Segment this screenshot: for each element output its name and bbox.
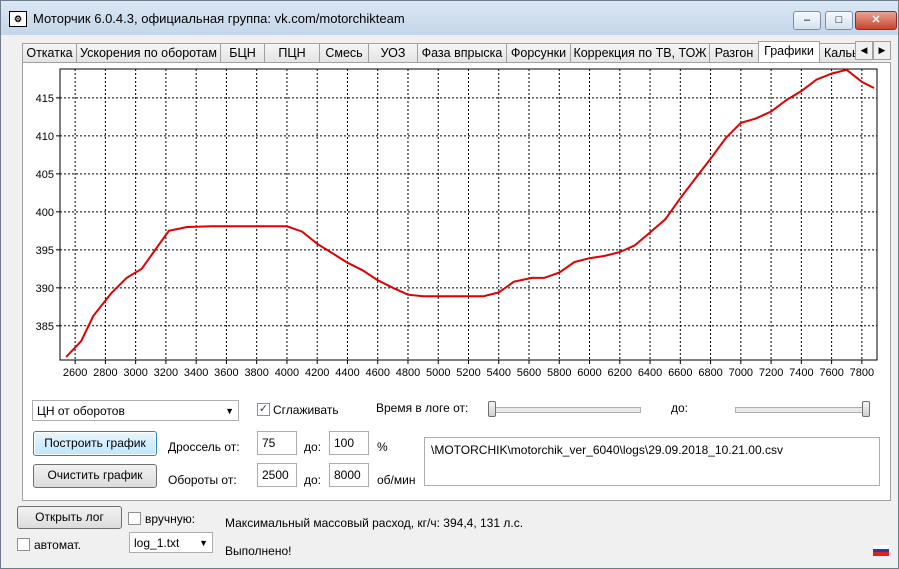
- x-tick-label: 5600: [517, 367, 541, 379]
- auto-label: автомат.: [34, 538, 81, 552]
- x-tick-label: 5200: [456, 367, 480, 379]
- y-tick-label: 405: [36, 169, 54, 181]
- log-time-to-label: до:: [671, 401, 689, 415]
- chevron-down-icon[interactable]: ▼: [199, 538, 208, 548]
- rpm-from-input[interactable]: 2500: [257, 463, 297, 487]
- tab-graphs[interactable]: Графики: [758, 41, 820, 62]
- tab-acceleration-rpm[interactable]: Ускорения по оборотам: [76, 43, 221, 62]
- x-tick-label: 6000: [577, 367, 601, 379]
- tab-pcn[interactable]: ПЦН: [264, 43, 320, 62]
- x-tick-label: 3400: [184, 367, 208, 379]
- auto-checkbox[interactable]: [17, 538, 30, 551]
- y-tick-label: 390: [36, 283, 54, 295]
- x-tick-label: 4400: [335, 367, 359, 379]
- russian-flag-icon: [873, 545, 889, 556]
- x-tick-label: 6800: [698, 367, 722, 379]
- x-tick-label: 3200: [154, 367, 178, 379]
- throttle-label: Дроссель от:: [168, 440, 240, 454]
- graph-type-value: ЦН от оборотов: [37, 404, 125, 418]
- rpm-to-label: до:: [304, 473, 322, 487]
- close-button[interactable]: ✕: [855, 11, 897, 30]
- x-tick-label: 7800: [850, 367, 874, 379]
- rpm-label: Обороты от:: [168, 473, 237, 487]
- x-tick-label: 3800: [244, 367, 268, 379]
- rpm-to-input[interactable]: 8000: [329, 463, 369, 487]
- minimize-button[interactable]: –: [793, 11, 821, 30]
- build-graph-button[interactable]: Построить график: [33, 431, 157, 456]
- tab-mixture[interactable]: Смесь: [319, 43, 369, 62]
- manual-label: вручную:: [145, 512, 196, 526]
- throttle-to-input[interactable]: 100: [329, 431, 369, 455]
- tab-strip: Откатка Ускорения по оборотам БЦН ПЦН См…: [22, 41, 872, 62]
- maximize-button[interactable]: □: [825, 11, 853, 30]
- x-tick-label: 3000: [123, 367, 147, 379]
- log-time-from-slider[interactable]: [491, 407, 641, 413]
- x-tick-label: 4000: [275, 367, 299, 379]
- throttle-from-input[interactable]: 75: [257, 431, 297, 455]
- graph-type-select[interactable]: ЦН от оборотов ▼: [32, 400, 239, 421]
- x-tick-label: 7600: [819, 367, 843, 379]
- x-tick-label: 6200: [608, 367, 632, 379]
- x-tick-label: 6600: [668, 367, 692, 379]
- log-file-select[interactable]: log_1.txt ▼: [129, 532, 213, 553]
- log-time-to-slider[interactable]: [735, 407, 869, 413]
- x-tick-label: 5800: [547, 367, 571, 379]
- graphs-panel: 2600 2800 3000 3200 3400 3600 3800 4000 4200 4400…: [22, 62, 891, 501]
- clear-graph-button[interactable]: Очистить график: [33, 464, 157, 488]
- y-tick-label: 415: [36, 93, 54, 105]
- tab-bcn[interactable]: БЦН: [220, 43, 265, 62]
- tab-injection-phase[interactable]: Фаза впрыска: [417, 43, 507, 62]
- tab-scroll-right-icon[interactable]: ▶: [873, 41, 891, 60]
- x-tick-label: 5000: [426, 367, 450, 379]
- tab-correction[interactable]: Коррекция по ТВ, ТОЖ: [570, 43, 710, 62]
- log-time-to-thumb[interactable]: [862, 401, 870, 417]
- y-tick-label: 385: [36, 321, 54, 333]
- log-time-label: Время в логе от:: [376, 401, 469, 415]
- x-tick-label: 4200: [305, 367, 329, 379]
- x-tick-label: 7200: [759, 367, 783, 379]
- x-tick-label: 2800: [93, 367, 117, 379]
- window-title: Моторчик 6.0.4.3, официальная группа: vk…: [33, 11, 405, 26]
- x-tick-label: 5400: [487, 367, 511, 379]
- title-bar: ⚙ Моторчик 6.0.4.3, официальная группа: …: [1, 1, 898, 35]
- log-time-from-thumb[interactable]: [488, 401, 496, 417]
- tab-uoz[interactable]: УОЗ: [368, 43, 418, 62]
- data-series-line: [65, 68, 875, 358]
- chevron-down-icon[interactable]: ▼: [225, 406, 234, 416]
- status-text: Выполнено!: [225, 544, 292, 558]
- rpm-chart: 2600 2800 3000 3200 3400 3600 3800 4000 4200 4400…: [36, 68, 878, 379]
- tab-injectors[interactable]: Форсунки: [506, 43, 571, 62]
- x-tick-label: 7400: [789, 367, 813, 379]
- x-tick-label: 3600: [214, 367, 238, 379]
- tab-scroll-left-icon[interactable]: ◀: [855, 41, 873, 60]
- log-path-field[interactable]: \MOTORCHIK\motorchik_ver_6040\logs\29.09…: [424, 437, 880, 486]
- x-tick-label: 6400: [638, 367, 662, 379]
- x-tick-label: 2600: [63, 367, 87, 379]
- tab-razgon[interactable]: Разгон: [709, 43, 759, 62]
- x-tick-label: 4600: [365, 367, 389, 379]
- y-tick-label: 410: [36, 131, 54, 143]
- tab-otkatka[interactable]: Откатка: [22, 43, 77, 62]
- x-tick-label: 4800: [396, 367, 420, 379]
- max-flow-text: Максимальный массовый расход, кг/ч: 394,…: [225, 516, 524, 530]
- throttle-unit: %: [377, 440, 388, 454]
- x-tick-label: 7000: [729, 367, 753, 379]
- smooth-checkbox[interactable]: ✓: [257, 403, 270, 416]
- app-icon: ⚙: [9, 11, 27, 27]
- y-tick-label: 395: [36, 245, 54, 257]
- open-log-button[interactable]: Открыть лог: [17, 506, 122, 529]
- y-tick-label: 400: [36, 207, 54, 219]
- rpm-unit: об/мин: [377, 473, 416, 487]
- log-file-value: log_1.txt: [134, 536, 180, 550]
- throttle-to-label: до:: [304, 440, 322, 454]
- smooth-label: Сглаживать: [273, 403, 339, 417]
- manual-checkbox[interactable]: [128, 512, 141, 525]
